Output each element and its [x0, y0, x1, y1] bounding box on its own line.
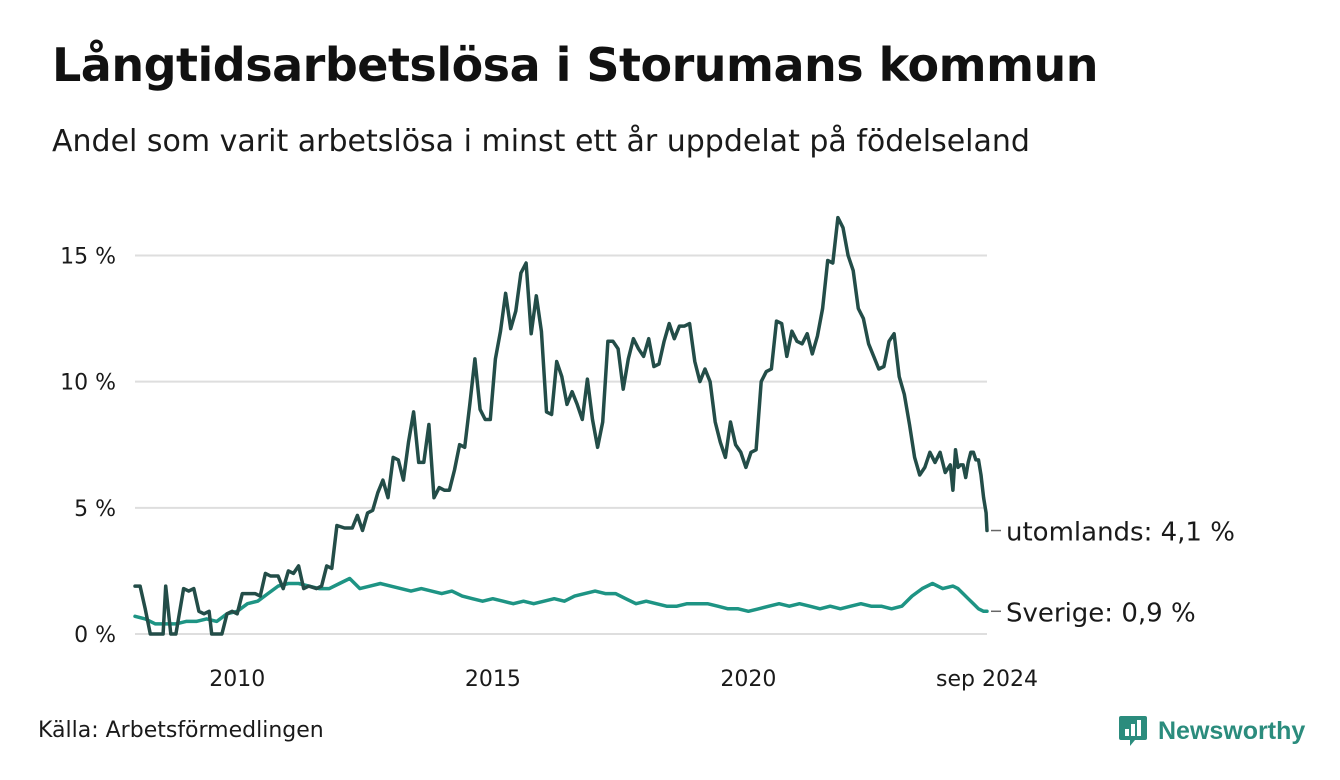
y-tick-label: 10 %	[60, 371, 116, 396]
newsworthy-logo-icon	[1119, 716, 1147, 746]
y-tick-label: 0 %	[74, 623, 116, 648]
series-end-labels: utomlands: 4,1 % Sverige: 0,9 %	[991, 518, 1235, 628]
y-tick-label: 5 %	[74, 497, 116, 522]
x-tick-label: 2020	[720, 667, 776, 692]
x-tick-label: sep 2024	[936, 667, 1038, 692]
x-tick-label: 2015	[465, 667, 521, 692]
chart-title: Långtidsarbetslösa i Storumans kommun	[52, 38, 1099, 92]
x-axis-ticks: 2010 2015 2020 sep 2024	[209, 667, 1038, 692]
brand-logo: Newsworthy	[1118, 712, 1305, 750]
chart-subtitle: Andel som varit arbetslösa i minst ett å…	[52, 124, 1030, 159]
series-line-utomlands	[133, 215, 989, 636]
end-label-utomlands: utomlands: 4,1 %	[1006, 518, 1235, 548]
brand-name: Newsworthy	[1158, 716, 1306, 745]
y-tick-label: 15 %	[60, 244, 116, 269]
series-lines	[133, 215, 989, 636]
source-note: Källa: Arbetsförmedlingen	[38, 718, 324, 743]
x-tick-label: 2010	[209, 667, 265, 692]
y-axis-ticks: 0 % 5 % 10 % 15 %	[60, 244, 116, 648]
end-label-sverige: Sverige: 0,9 %	[1006, 598, 1196, 628]
